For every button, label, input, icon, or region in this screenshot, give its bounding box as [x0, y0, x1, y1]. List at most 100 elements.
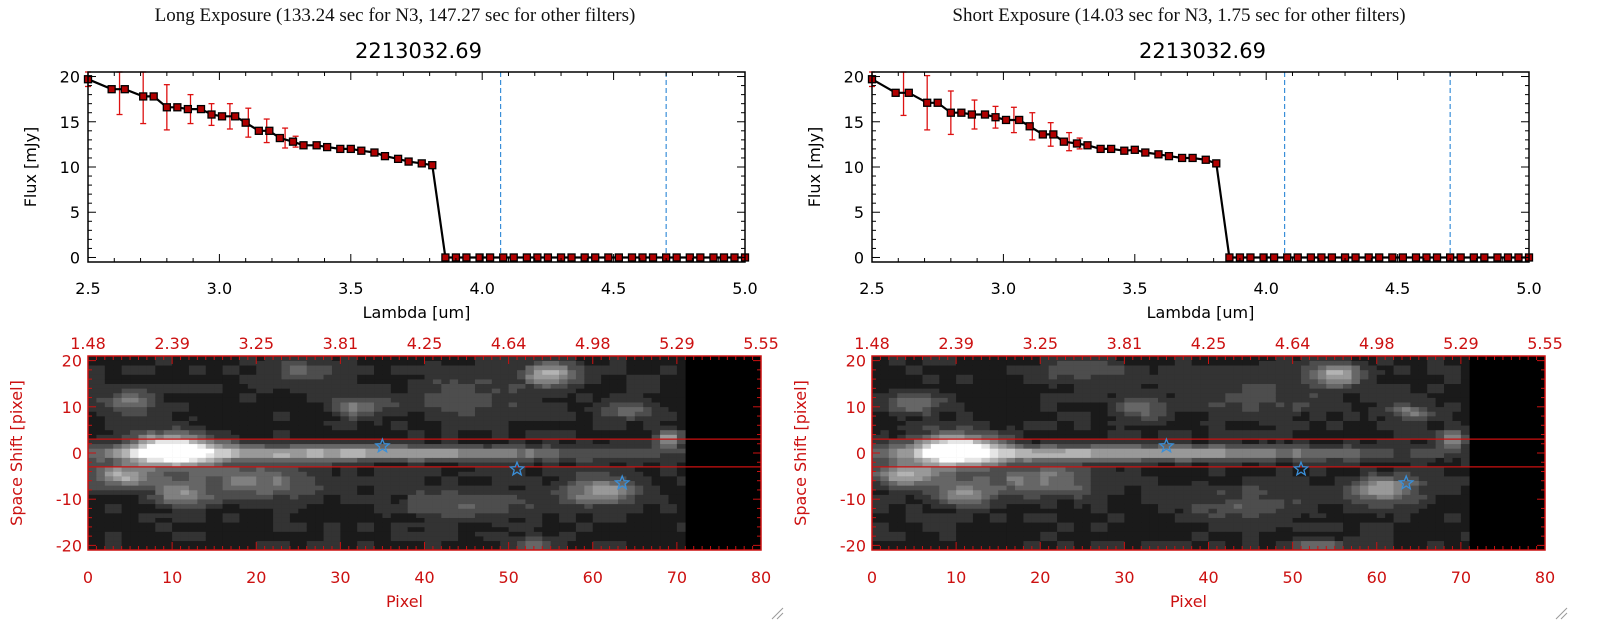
heatmap-cell: [914, 439, 923, 445]
data-point: [685, 253, 694, 262]
data-point: [241, 118, 250, 127]
heatmap-cell: [289, 536, 299, 542]
heatmap-cell: [306, 379, 316, 385]
heatmap-cell: [1090, 499, 1100, 505]
heatmap-cell: [651, 388, 661, 394]
heatmap-cell: [474, 443, 484, 449]
heatmap-cell: [491, 443, 501, 449]
heatmap-cell: [676, 513, 686, 518]
heatmap-cell: [449, 466, 459, 472]
heatmap-cell: [643, 374, 652, 380]
heatmap-cell: [981, 365, 991, 371]
heatmap-cell: [390, 434, 400, 440]
heatmap-cell: [998, 503, 1007, 509]
heatmap-cell: [146, 356, 156, 361]
heatmap-cell: [205, 453, 215, 458]
heatmap-cell: [146, 466, 156, 472]
heatmap-cell: [315, 453, 324, 458]
heatmap-cell: [163, 536, 173, 542]
heatmap-cell: [256, 369, 265, 375]
heatmap-cell: [609, 508, 619, 514]
heatmap-cell: [1048, 517, 1058, 523]
heatmap-cell: [1099, 429, 1108, 435]
heatmap-cell: [872, 406, 881, 412]
heatmap-cell: [634, 434, 644, 440]
heatmap-cell: [651, 531, 661, 537]
heatmap-cell: [130, 531, 139, 537]
heatmap-cell: [88, 379, 97, 385]
heatmap-cell: [998, 365, 1007, 371]
heatmap-cell: [197, 503, 207, 509]
heatmap-cell: [374, 429, 383, 435]
heatmap-cell: [491, 379, 501, 385]
heatmap-cell: [525, 379, 535, 385]
heatmap-cell: [1040, 499, 1049, 505]
heatmap-cell: [432, 369, 442, 375]
heatmap-cell: [239, 508, 249, 514]
heatmap-cell: [390, 383, 400, 389]
heatmap-cell: [500, 439, 509, 445]
heatmap-cell: [205, 439, 215, 445]
heatmap-cell: [634, 466, 644, 472]
heatmap-cell: [550, 545, 560, 551]
heatmap-cell: [888, 388, 898, 394]
heatmap-cell: [239, 485, 249, 491]
heatmap-cell: [888, 457, 898, 463]
heatmap-cell: [483, 406, 493, 412]
heatmap-cell: [1006, 388, 1016, 394]
heatmap-cell: [1082, 448, 1092, 454]
heatmap-cell: [575, 489, 585, 495]
heatmap-cell: [374, 462, 383, 468]
heatmap-cell: [972, 513, 982, 518]
heatmap-cell: [964, 374, 974, 380]
heatmap-cell: [626, 365, 636, 371]
heatmap-cell: [449, 462, 459, 468]
heatmap-cell: [458, 489, 467, 495]
heatmap-cell: [163, 540, 173, 546]
heatmap-cell: [609, 457, 619, 463]
heatmap-cell: [172, 416, 181, 421]
heatmap-cell: [880, 522, 890, 528]
heatmap-cell: [888, 420, 898, 426]
heatmap-cell: [592, 489, 602, 495]
data-point: [614, 253, 624, 262]
heatmap-cell: [289, 513, 299, 518]
heatmap-cell: [298, 369, 308, 375]
heatmap-cell: [1023, 453, 1033, 458]
heatmap-cell: [972, 545, 982, 551]
heatmap-cell: [609, 513, 619, 518]
heatmap-cell: [617, 383, 627, 389]
heatmap-cell: [1023, 443, 1033, 449]
heatmap-cell: [592, 439, 602, 445]
heatmap-cell: [508, 531, 518, 537]
heatmap-cell: [432, 466, 442, 472]
heatmap-cell: [441, 425, 451, 431]
heatmap-cell: [474, 429, 484, 435]
heatmap-cell: [989, 503, 999, 509]
heatmap-cell: [1006, 471, 1016, 477]
heatmap-cell: [525, 360, 535, 366]
heatmap-cell: [416, 508, 425, 514]
heatmap-cell: [491, 439, 501, 445]
heatmap-cell: [188, 443, 198, 449]
heatmap-cell: [872, 545, 881, 551]
heatmap-cell: [113, 429, 122, 435]
heatmap-cell: [542, 374, 551, 380]
heatmap-cell: [374, 388, 383, 394]
heatmap-cell: [231, 485, 240, 491]
heatmap-cell: [222, 383, 232, 389]
heatmap-cell: [1082, 522, 1092, 528]
heatmap-cell: [1023, 416, 1033, 421]
heatmap-cell: [533, 531, 543, 537]
heatmap-cell: [432, 443, 442, 449]
heatmap-cell: [96, 360, 106, 366]
heatmap-cell: [575, 453, 585, 458]
heatmap-cell: [197, 489, 207, 495]
heatmap-cell: [550, 383, 560, 389]
heatmap-cell: [584, 406, 594, 412]
heatmap-cell: [1073, 420, 1083, 426]
heatmap-cell: [897, 443, 906, 449]
heatmap-cell: [155, 383, 165, 389]
heatmap-cell: [138, 471, 148, 477]
heatmap-cell: [298, 429, 308, 435]
